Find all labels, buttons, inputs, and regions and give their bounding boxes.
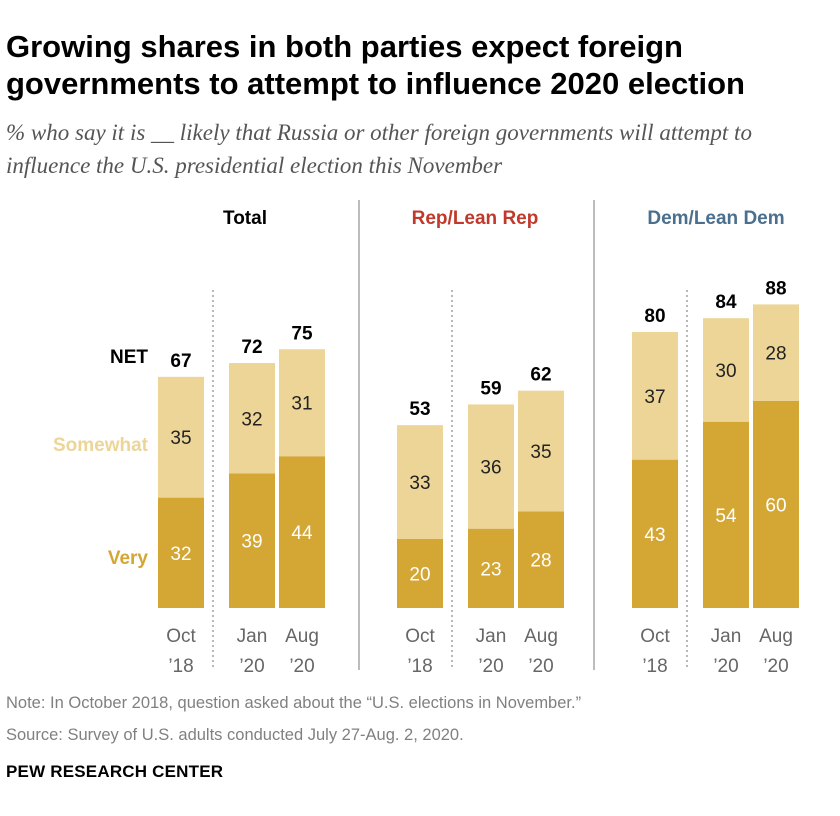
- label-very-rep-lean-rep-2: 28: [530, 551, 551, 572]
- label-very-total-0: 32: [170, 544, 191, 565]
- bar-somewhat-total-1: [229, 363, 275, 474]
- tick-label-dem-lean-dem-2-month: Aug: [759, 626, 793, 647]
- tick-label-rep-lean-rep-1-year: ’20: [478, 656, 503, 677]
- label-very-total-1: 39: [241, 532, 262, 553]
- label-very-dem-lean-dem-0: 43: [644, 525, 665, 546]
- tick-label-rep-lean-rep-2-month: Aug: [524, 626, 558, 647]
- row-label-somewhat: Somewhat: [53, 435, 149, 456]
- group-header-total: Total: [223, 208, 267, 229]
- bar-very-dem-lean-dem-2: [753, 401, 799, 608]
- bar-very-dem-lean-dem-1: [703, 421, 749, 608]
- label-somewhat-total-0: 35: [170, 428, 191, 449]
- label-net-total-0: 67: [170, 351, 191, 372]
- label-somewhat-dem-lean-dem-0: 37: [644, 387, 665, 408]
- bar-somewhat-dem-lean-dem-2: [753, 304, 799, 401]
- label-somewhat-dem-lean-dem-1: 30: [715, 361, 736, 382]
- tick-label-total-2-year: ’20: [289, 656, 314, 677]
- label-net-total-2: 75: [291, 323, 313, 344]
- tick-label-rep-lean-rep-1-month: Jan: [476, 626, 507, 647]
- tick-label-total-0-month: Oct: [166, 626, 196, 647]
- label-somewhat-rep-lean-rep-0: 33: [409, 473, 430, 494]
- tick-label-total-1-year: ’20: [239, 656, 264, 677]
- tick-label-rep-lean-rep-0-year: ’18: [407, 656, 432, 677]
- label-very-dem-lean-dem-2: 60: [765, 496, 786, 517]
- label-net-dem-lean-dem-0: 80: [644, 306, 665, 327]
- tick-label-dem-lean-dem-1-month: Jan: [711, 626, 742, 647]
- tick-label-dem-lean-dem-1-year: ’20: [713, 656, 738, 677]
- label-net-total-1: 72: [241, 337, 262, 358]
- tick-label-dem-lean-dem-2-year: ’20: [763, 656, 788, 677]
- tick-label-rep-lean-rep-2-year: ’20: [528, 656, 553, 677]
- tick-label-total-0-year: ’18: [168, 656, 193, 677]
- bar-very-total-0: [158, 497, 204, 608]
- row-label-net: NET: [110, 347, 148, 368]
- label-somewhat-rep-lean-rep-2: 35: [530, 442, 551, 463]
- bar-very-rep-lean-rep-0: [397, 539, 443, 608]
- label-net-rep-lean-rep-2: 62: [530, 365, 551, 386]
- label-net-dem-lean-dem-1: 84: [715, 292, 737, 313]
- chart-note: Note: In October 2018, question asked ab…: [6, 694, 582, 712]
- bar-very-total-2: [279, 456, 325, 608]
- bar-somewhat-dem-lean-dem-1: [703, 318, 749, 422]
- label-very-rep-lean-rep-0: 20: [409, 565, 430, 586]
- bar-very-rep-lean-rep-2: [518, 511, 564, 608]
- chart-source: Source: Survey of U.S. adults conducted …: [6, 726, 464, 744]
- label-somewhat-rep-lean-rep-1: 36: [480, 458, 501, 479]
- pew-research-center-logo-text: PEW RESEARCH CENTER: [6, 762, 224, 781]
- bar-very-rep-lean-rep-1: [468, 528, 514, 608]
- tick-label-total-1-month: Jan: [237, 626, 268, 647]
- bar-somewhat-rep-lean-rep-2: [518, 390, 564, 512]
- row-label-very: Very: [108, 548, 149, 569]
- bar-somewhat-rep-lean-rep-0: [397, 425, 443, 539]
- chart-subtitle: % who say it is __ likely that Russia or…: [6, 120, 752, 178]
- group-header-rep-lean-rep: Rep/Lean Rep: [412, 208, 539, 229]
- label-very-rep-lean-rep-1: 23: [480, 559, 501, 580]
- tick-label-total-2-month: Aug: [285, 626, 319, 647]
- group-header-dem-lean-dem: Dem/Lean Dem: [647, 208, 784, 229]
- tick-label-dem-lean-dem-0-month: Oct: [640, 626, 670, 647]
- tick-label-dem-lean-dem-0-year: ’18: [642, 656, 667, 677]
- bar-somewhat-total-2: [279, 349, 325, 457]
- stacked-bar-chart: NET Somewhat Very Total 32 35 67 Oct ’18 39 32 72 Ja…: [53, 200, 799, 677]
- bar-somewhat-rep-lean-rep-1: [468, 404, 514, 529]
- label-net-dem-lean-dem-2: 88: [765, 278, 786, 299]
- tick-label-rep-lean-rep-0-month: Oct: [405, 626, 435, 647]
- label-somewhat-dem-lean-dem-2: 28: [765, 344, 786, 365]
- label-net-rep-lean-rep-0: 53: [409, 399, 430, 420]
- chart-title: Growing shares in both parties expect fo…: [6, 29, 745, 101]
- label-very-total-2: 44: [291, 523, 313, 544]
- bar-somewhat-total-0: [158, 376, 204, 498]
- bar-very-total-1: [229, 473, 275, 608]
- label-net-rep-lean-rep-1: 59: [480, 378, 501, 399]
- label-somewhat-total-1: 32: [241, 409, 262, 430]
- label-very-dem-lean-dem-1: 54: [715, 506, 737, 527]
- bar-very-dem-lean-dem-0: [632, 459, 678, 608]
- label-somewhat-total-2: 31: [291, 394, 312, 415]
- bar-somewhat-dem-lean-dem-0: [632, 332, 678, 460]
